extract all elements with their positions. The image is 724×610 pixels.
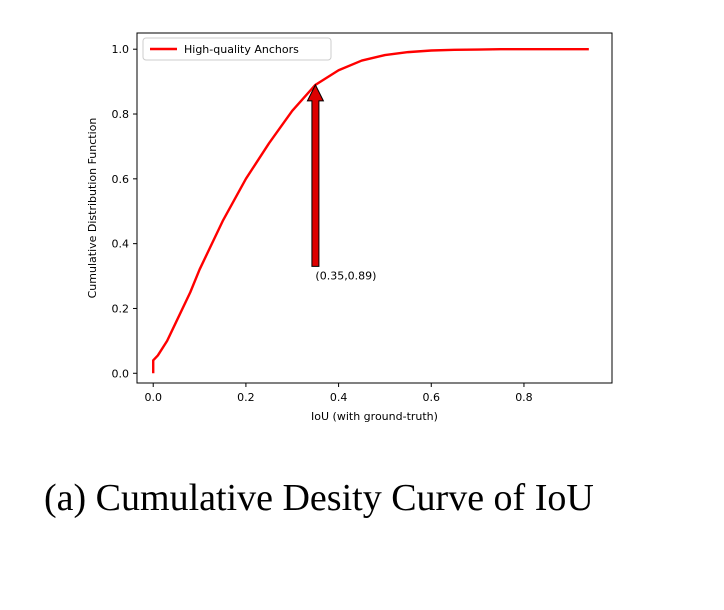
y-tick-label: 1.0 xyxy=(112,43,130,56)
cdf-chart: 0.0 0.2 0.4 0.6 0.8 0.0 0.2 0.4 0.6 0.8 1.0 (0.35,… xyxy=(86,32,613,423)
y-tick-label: 0.8 xyxy=(112,108,130,121)
y-tick-label: 0.6 xyxy=(112,173,130,186)
y-tick-label: 0.0 xyxy=(112,367,130,380)
x-tick-label: 0.6 xyxy=(423,391,441,404)
legend-box xyxy=(142,37,332,61)
x-tick-label: 0.4 xyxy=(330,391,348,404)
x-tick-label: 0.8 xyxy=(515,391,533,404)
figure-caption: (a) Cumulative Desity Curve of IoU xyxy=(44,477,594,519)
series-line xyxy=(152,48,589,374)
x-tick-label: 0.2 xyxy=(237,391,255,404)
annotation-label: (0.35,0.89) xyxy=(315,269,376,282)
x-tick-label: 0.0 xyxy=(144,391,162,404)
plot-area xyxy=(137,33,612,383)
plot-frame xyxy=(136,32,613,384)
annotation-arrow xyxy=(306,83,325,267)
x-axis-label: IoU (with ground-truth) xyxy=(311,410,438,423)
legend-label: High-quality Anchors xyxy=(184,43,299,56)
y-axis-label: Cumulative Distribution Function xyxy=(86,118,99,299)
y-tick-label: 0.4 xyxy=(112,238,130,251)
y-tick-label: 0.2 xyxy=(112,302,130,315)
